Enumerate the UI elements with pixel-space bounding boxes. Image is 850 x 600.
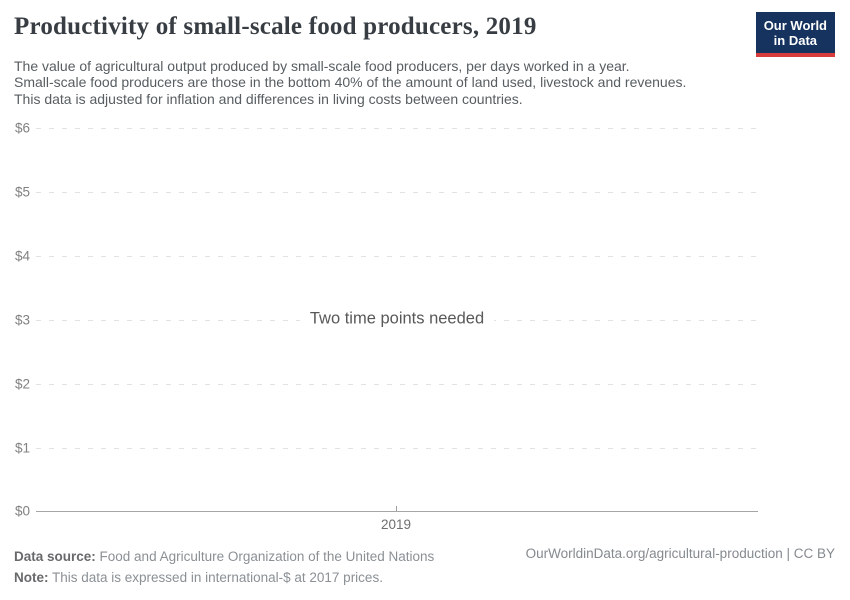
y-axis-tick-label: $6 <box>14 120 30 135</box>
note-label: Note: <box>14 570 49 585</box>
data-source-line: Data source: Food and Agriculture Organi… <box>14 546 434 567</box>
owid-logo[interactable]: Our World in Data <box>755 12 835 57</box>
subtitle-line-3: This data is adjusted for inflation and … <box>14 90 523 107</box>
subtitle-line-1: The value of agricultural output produce… <box>14 58 630 74</box>
chart-subtitle: The value of agricultural output produce… <box>14 58 686 107</box>
y-axis-tick-label: $3 <box>14 312 30 327</box>
gridline <box>36 447 758 449</box>
y-axis-tick-label: $5 <box>14 184 30 199</box>
note-text: This data is expressed in international-… <box>48 570 383 585</box>
gridline <box>36 383 758 385</box>
plot-area: $6 $5 $4 $3 $2 $1 $0 2019 Two time <box>0 115 850 545</box>
data-source-label: Data source: <box>14 549 96 564</box>
x-axis-tick-mark <box>396 506 397 511</box>
y-axis-tick-label: $4 <box>14 248 30 263</box>
owid-citation-link[interactable]: OurWorldinData.org/agricultural-producti… <box>525 546 835 561</box>
gridline <box>36 255 758 257</box>
gridline <box>36 319 758 321</box>
y-axis-tick-label: $0 <box>14 503 30 519</box>
x-axis-line <box>36 511 758 512</box>
gridline <box>36 191 758 193</box>
subtitle-line-2: Small-scale food producers are those in … <box>14 74 687 91</box>
note-line: Note: This data is expressed in internat… <box>14 567 434 588</box>
owid-logo-line-2: in Data <box>773 33 818 48</box>
chart-footer: Data source: Food and Agriculture Organi… <box>14 546 434 588</box>
data-source-text: Food and Agriculture Organization of the… <box>95 549 435 564</box>
y-axis-tick-label: $1 <box>14 440 30 455</box>
x-axis-tick-label: 2019 <box>380 517 412 532</box>
chart-title: Productivity of small-scale food produce… <box>14 13 537 40</box>
gridline <box>36 127 758 129</box>
y-axis-tick-label: $2 <box>14 376 30 391</box>
owid-logo-line-1: Our World <box>763 18 827 33</box>
